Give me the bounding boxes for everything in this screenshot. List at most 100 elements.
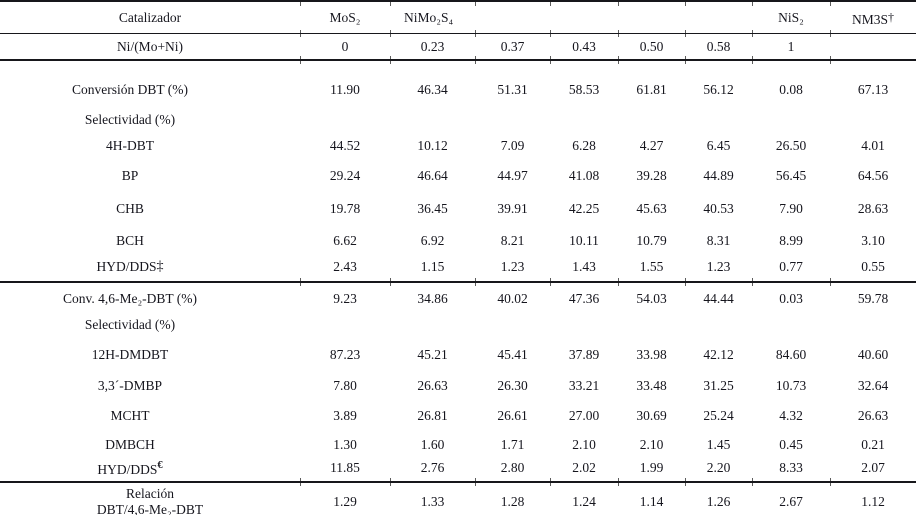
cell-value: 61.81 bbox=[636, 82, 667, 97]
cell-value bbox=[618, 311, 685, 339]
cell-value: 25.24 bbox=[703, 408, 734, 423]
row-label: BP bbox=[121, 168, 139, 183]
cell-value: 7.09 bbox=[500, 138, 525, 153]
cell-value bbox=[300, 311, 390, 339]
row-label-text: HYD/DDS bbox=[97, 462, 158, 477]
cell-value: 42.12 bbox=[703, 346, 734, 362]
cell-value bbox=[830, 108, 916, 132]
rule-section-3 bbox=[0, 478, 916, 483]
cell-value: 2.80 bbox=[500, 460, 525, 475]
cell-value: 2.67 bbox=[779, 494, 803, 509]
header-catalizador: Catalizador bbox=[118, 10, 182, 25]
cell-value: 1.28 bbox=[500, 494, 525, 509]
cell-value: 6.62 bbox=[333, 232, 357, 248]
cell-value: 4.27 bbox=[639, 138, 664, 153]
cell-value: 2.10 bbox=[639, 436, 664, 452]
cell-value: 9.23 bbox=[333, 290, 357, 306]
cell-value: 51.31 bbox=[497, 82, 528, 97]
cell-value: 4.32 bbox=[779, 408, 803, 423]
cell-value: 7.90 bbox=[779, 200, 803, 216]
cell-value: 7.80 bbox=[333, 377, 357, 393]
cell-value: 26.61 bbox=[497, 408, 528, 423]
cell-value: 39.91 bbox=[497, 200, 528, 216]
table-row-bp: BP 29.24 46.64 44.97 41.08 39.28 44.89 5… bbox=[0, 160, 916, 192]
row-label: Conversión DBT (%) bbox=[72, 82, 188, 97]
cell-value: 11.85 bbox=[330, 460, 360, 475]
cell-value: 33.48 bbox=[636, 377, 667, 393]
cell-value: 0.23 bbox=[420, 38, 445, 54]
row-label: HYD/DDS€ bbox=[0, 458, 300, 478]
cell-value: 1.29 bbox=[333, 494, 357, 509]
rule-section-2 bbox=[0, 278, 916, 283]
cell-value bbox=[752, 311, 830, 339]
row-label-line2: DBT/4,6-Me₂-DBT bbox=[96, 502, 204, 515]
cell-value: 0.03 bbox=[779, 290, 803, 306]
rule-section-1 bbox=[0, 56, 916, 61]
cell-value: 40.53 bbox=[703, 200, 734, 216]
cell-value: 44.89 bbox=[703, 168, 734, 183]
row-label: Selectividad (%) bbox=[84, 112, 176, 127]
cell-value: 56.45 bbox=[775, 168, 807, 183]
cell-value: 33.21 bbox=[568, 377, 600, 393]
cell-value: 67.13 bbox=[857, 82, 889, 97]
rule-under-header bbox=[0, 30, 916, 34]
cell-value: 6.45 bbox=[706, 138, 731, 153]
row-label: Selectividad (%) bbox=[84, 317, 176, 332]
cell-value: 37.89 bbox=[568, 346, 600, 362]
cell-value: 1.71 bbox=[500, 436, 525, 452]
cell-value: 2.20 bbox=[706, 460, 731, 475]
cell-value: 3.10 bbox=[861, 232, 885, 248]
cell-value: 54.03 bbox=[636, 290, 667, 306]
cell-value: 1.60 bbox=[420, 436, 445, 452]
header-nimo2s4: NiMo₂S₄ bbox=[404, 10, 454, 25]
cell-value: 44.52 bbox=[329, 138, 361, 153]
cell-value: 0.08 bbox=[779, 82, 803, 97]
cell-value: 11.90 bbox=[330, 82, 360, 97]
cell-value: 44.97 bbox=[497, 168, 528, 183]
row-label: DMBCH bbox=[105, 436, 155, 452]
row-label: 4H-DBT bbox=[106, 138, 154, 153]
cell-value: 28.63 bbox=[857, 200, 889, 216]
cell-value: 8.21 bbox=[500, 232, 525, 248]
cell-value: 0.77 bbox=[779, 259, 803, 274]
table-row-dmbp: 3,3´-DMBP 7.80 26.63 26.30 33.21 33.48 3… bbox=[0, 370, 916, 401]
row-label-line1: Relación bbox=[126, 486, 174, 501]
cell-value: 8.33 bbox=[779, 460, 803, 475]
cell-value: 10.73 bbox=[775, 377, 807, 393]
cell-value: 45.21 bbox=[417, 346, 448, 362]
cell-value: 0.37 bbox=[500, 38, 525, 54]
cell-value: 84.60 bbox=[775, 346, 807, 362]
cell-value: 26.30 bbox=[497, 377, 528, 393]
cell-value: 40.02 bbox=[497, 290, 528, 306]
row-label-text: HYD/DDS bbox=[96, 259, 157, 274]
cell-value bbox=[475, 108, 550, 132]
header-mos2: MoS₂ bbox=[329, 10, 361, 25]
cell-value bbox=[618, 108, 685, 132]
cell-value: 0.50 bbox=[639, 38, 664, 54]
row-label: Relación DBT/4,6-Me₂-DBT bbox=[0, 486, 300, 515]
cell-value: 44.44 bbox=[703, 290, 734, 306]
cell-value: 1.23 bbox=[706, 259, 731, 274]
table-row-4h-dbt: 4H-DBT 44.52 10.12 7.09 6.28 4.27 6.45 2… bbox=[0, 132, 916, 160]
cell-value: 41.08 bbox=[568, 168, 600, 183]
table-row-conv-dmdbt: Conv. 4,6-Me₂-DBT (%) 9.23 34.86 40.02 4… bbox=[0, 286, 916, 311]
cell-value: 46.64 bbox=[417, 168, 448, 183]
cell-value: 31.25 bbox=[703, 377, 734, 393]
header-nis2: NiS₂ bbox=[778, 10, 804, 25]
cell-value: 10.79 bbox=[636, 232, 667, 248]
cell-value: 0.21 bbox=[861, 436, 885, 452]
cell-value: 1.43 bbox=[572, 259, 596, 274]
header-nm3s: NM3S† bbox=[830, 6, 916, 30]
cell-value: 26.63 bbox=[857, 408, 889, 423]
row-label: Ni/(Mo+Ni) bbox=[116, 38, 184, 54]
cell-value bbox=[390, 311, 475, 339]
dagger-superscript: † bbox=[888, 9, 894, 24]
cell-value bbox=[685, 311, 752, 339]
table-row-hyd-dds-dbt: HYD/DDS‡ 2.43 1.15 1.23 1.43 1.55 1.23 0… bbox=[0, 256, 916, 278]
cell-value bbox=[830, 311, 916, 339]
table-row-dmbch: DMBCH 1.30 1.60 1.71 2.10 2.10 1.45 0.45… bbox=[0, 431, 916, 458]
cell-value: 2.76 bbox=[420, 460, 445, 475]
cell-value: 10.12 bbox=[417, 138, 448, 153]
cell-value: 1.33 bbox=[420, 494, 445, 509]
cell-value: 1.99 bbox=[639, 460, 664, 475]
